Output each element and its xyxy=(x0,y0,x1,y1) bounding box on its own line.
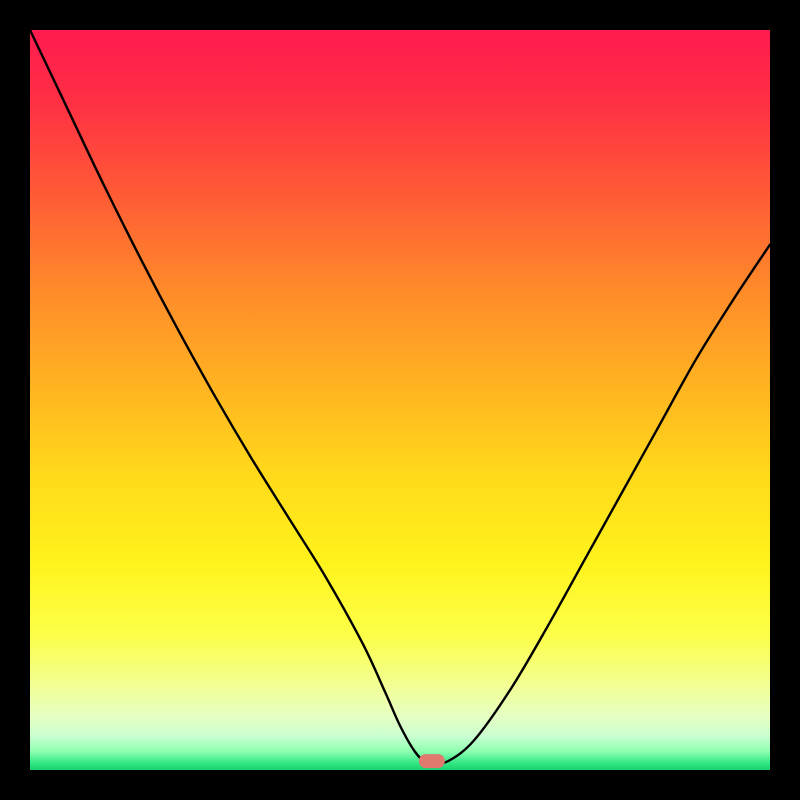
optimal-point-marker xyxy=(419,754,445,768)
frame-border xyxy=(0,0,800,30)
plot-background xyxy=(30,30,770,770)
chart-frame: TheBottleneck.com xyxy=(0,0,800,800)
frame-border xyxy=(0,770,800,800)
frame-border xyxy=(770,0,800,800)
frame-border xyxy=(0,0,30,800)
bottleneck-chart xyxy=(0,0,800,800)
